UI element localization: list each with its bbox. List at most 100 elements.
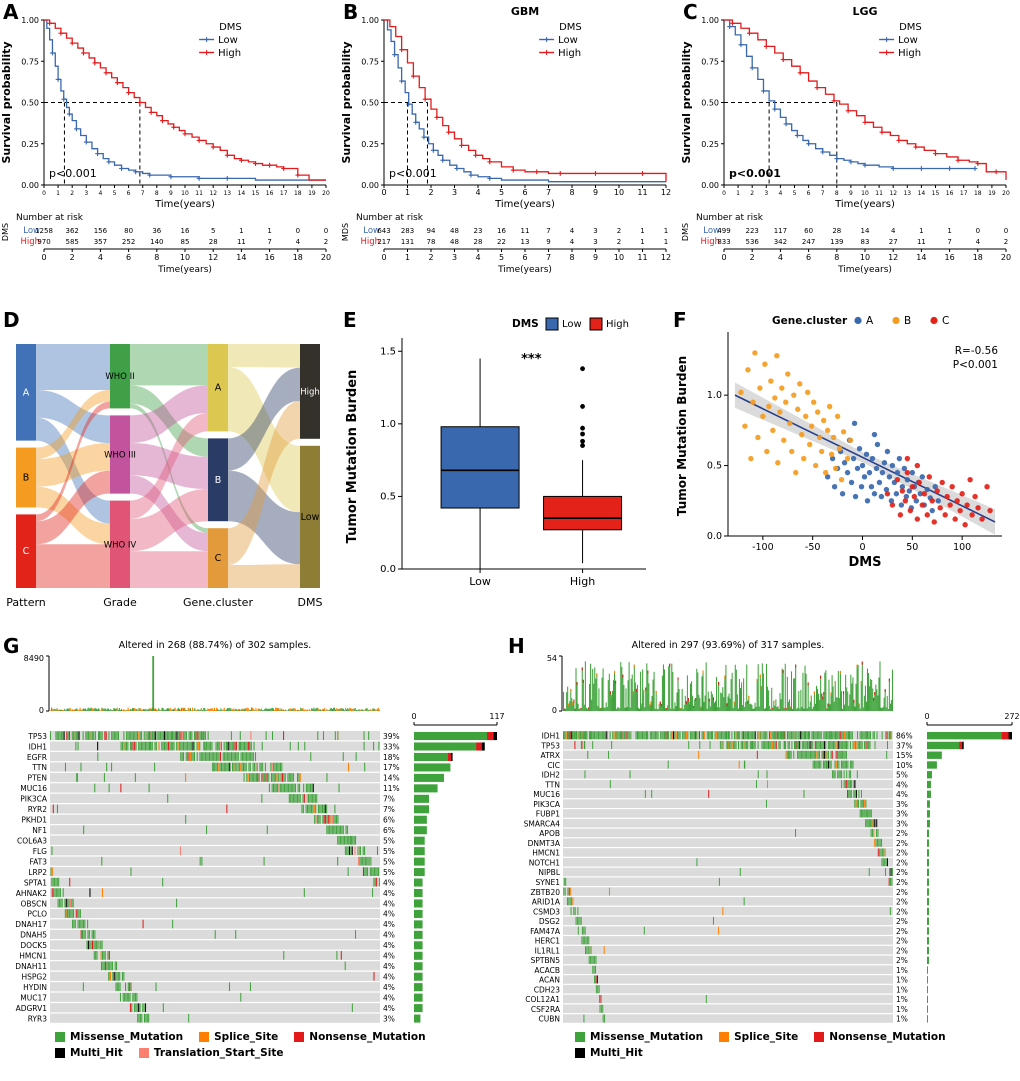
svg-text:Low: Low xyxy=(218,35,238,46)
svg-text:0.5: 0.5 xyxy=(380,491,396,502)
svg-text:18: 18 xyxy=(973,253,983,262)
svg-text:B: B xyxy=(904,315,911,327)
svg-text:CSMD3: CSMD3 xyxy=(533,907,560,916)
svg-text:11: 11 xyxy=(521,227,530,235)
svg-text:14: 14 xyxy=(861,227,870,235)
svg-text:2%: 2% xyxy=(896,888,908,897)
svg-text:0: 0 xyxy=(976,227,980,235)
svg-text:DNAH5: DNAH5 xyxy=(20,931,47,940)
svg-text:0.25: 0.25 xyxy=(21,140,39,149)
svg-text:2%: 2% xyxy=(896,898,908,907)
legend-label: Translation_Start_Site xyxy=(153,1047,284,1059)
svg-text:15: 15 xyxy=(932,190,940,197)
svg-text:7: 7 xyxy=(546,188,551,197)
svg-text:283: 283 xyxy=(401,227,414,235)
svg-text:6%: 6% xyxy=(383,816,395,825)
svg-text:NF1: NF1 xyxy=(32,826,47,835)
svg-text:54: 54 xyxy=(547,654,557,663)
svg-text:CUBN: CUBN xyxy=(539,1015,560,1024)
oncoprint-h-legend: Missense_Mutation Splice_Site Nonsense_Mut… xyxy=(575,1031,1020,1059)
svg-text:16: 16 xyxy=(946,190,954,197)
svg-text:12: 12 xyxy=(661,253,671,262)
svg-text:12: 12 xyxy=(209,190,217,197)
svg-text:0: 0 xyxy=(296,227,300,235)
svg-text:4%: 4% xyxy=(896,780,908,789)
svg-text:1: 1 xyxy=(405,253,410,262)
svg-text:1%: 1% xyxy=(896,985,908,994)
svg-text:11: 11 xyxy=(195,190,203,197)
svg-text:39%: 39% xyxy=(383,732,400,741)
svg-text:15: 15 xyxy=(252,190,260,197)
svg-text:Altered in 268 (88.74%) of 302: Altered in 268 (88.74%) of 302 samples. xyxy=(119,640,312,651)
svg-text:16: 16 xyxy=(181,227,190,235)
svg-text:22: 22 xyxy=(497,238,506,246)
svg-text:247: 247 xyxy=(802,238,815,246)
svg-text:20: 20 xyxy=(321,253,331,262)
svg-text:0: 0 xyxy=(324,227,328,235)
svg-text:17%: 17% xyxy=(383,763,400,772)
svg-text:0.5: 0.5 xyxy=(707,461,722,472)
svg-text:1: 1 xyxy=(736,190,740,197)
legend-item-missense_mutation: Missense_Mutation xyxy=(575,1031,703,1043)
svg-text:DMS: DMS xyxy=(219,22,242,33)
svg-text:8: 8 xyxy=(569,253,574,262)
svg-text:9: 9 xyxy=(593,253,598,262)
svg-text:LGG: LGG xyxy=(852,5,877,18)
svg-text:0: 0 xyxy=(552,706,557,715)
legend-swatch xyxy=(55,1048,65,1058)
svg-text:5: 5 xyxy=(499,253,504,262)
svg-text:33%: 33% xyxy=(383,742,400,751)
svg-text:DSG2: DSG2 xyxy=(539,917,560,926)
legend-item-translation_start_site: Translation_Start_Site xyxy=(138,1047,284,1059)
svg-text:11%: 11% xyxy=(383,784,400,793)
svg-text:1.00: 1.00 xyxy=(21,16,39,25)
svg-text:HERC1: HERC1 xyxy=(535,937,560,946)
svg-text:4%: 4% xyxy=(383,1004,395,1013)
svg-text:0.25: 0.25 xyxy=(701,140,719,149)
svg-text:223: 223 xyxy=(746,227,759,235)
panel-f-label: F xyxy=(673,308,687,332)
svg-text:536: 536 xyxy=(746,238,760,246)
svg-text:1%: 1% xyxy=(896,995,908,1004)
legend-item-nonsense_mutation: Nonsense_Mutation xyxy=(814,1031,946,1043)
svg-text:1%: 1% xyxy=(896,966,908,975)
svg-text:2: 2 xyxy=(617,227,621,235)
svg-text:10: 10 xyxy=(181,190,189,197)
svg-text:16: 16 xyxy=(497,227,506,235)
svg-text:Low: Low xyxy=(558,35,578,46)
svg-text:10: 10 xyxy=(180,253,190,262)
svg-text:117: 117 xyxy=(774,227,787,235)
svg-text:DMS: DMS xyxy=(1,223,10,241)
legend-swatch xyxy=(814,1032,825,1042)
panel-g-label: G xyxy=(3,634,20,658)
svg-text:94: 94 xyxy=(427,227,436,235)
svg-text:272: 272 xyxy=(1004,712,1019,721)
svg-text:20: 20 xyxy=(1001,253,1011,262)
svg-text:0: 0 xyxy=(1004,227,1008,235)
svg-text:4%: 4% xyxy=(383,931,395,940)
svg-text:MUC17: MUC17 xyxy=(20,993,47,1002)
svg-text:MUC16: MUC16 xyxy=(20,784,47,793)
svg-text:0.75: 0.75 xyxy=(701,57,719,66)
svg-text:ACAN: ACAN xyxy=(539,976,560,985)
svg-text:COL6A3: COL6A3 xyxy=(17,836,47,845)
svg-text:0: 0 xyxy=(721,253,726,262)
svg-text:2%: 2% xyxy=(896,839,908,848)
svg-text:1: 1 xyxy=(919,227,923,235)
svg-text:p<0.001: p<0.001 xyxy=(49,167,97,180)
svg-text:86%: 86% xyxy=(896,731,913,740)
legend-label: Nonsense_Mutation xyxy=(309,1031,426,1043)
svg-text:78: 78 xyxy=(427,238,436,246)
svg-text:0: 0 xyxy=(722,190,726,197)
legend-label: Missense_Mutation xyxy=(70,1031,184,1043)
svg-text:13: 13 xyxy=(223,190,231,197)
svg-text:0.00: 0.00 xyxy=(361,181,379,190)
svg-text:2%: 2% xyxy=(896,917,908,926)
legend-item-splice_site: Splice_Site xyxy=(719,1031,798,1043)
svg-text:Tumor Mutation Burden: Tumor Mutation Burden xyxy=(345,370,360,544)
boxplot-chart: 0.0 0.5 1.0 1.5 Tumor Mutation Burden Low High… xyxy=(345,317,646,588)
svg-text:2: 2 xyxy=(617,238,621,246)
svg-text:2: 2 xyxy=(324,238,328,246)
svg-text:CIC: CIC xyxy=(547,761,560,770)
legend-item-multi_hit: Multi_Hit xyxy=(575,1047,643,1059)
